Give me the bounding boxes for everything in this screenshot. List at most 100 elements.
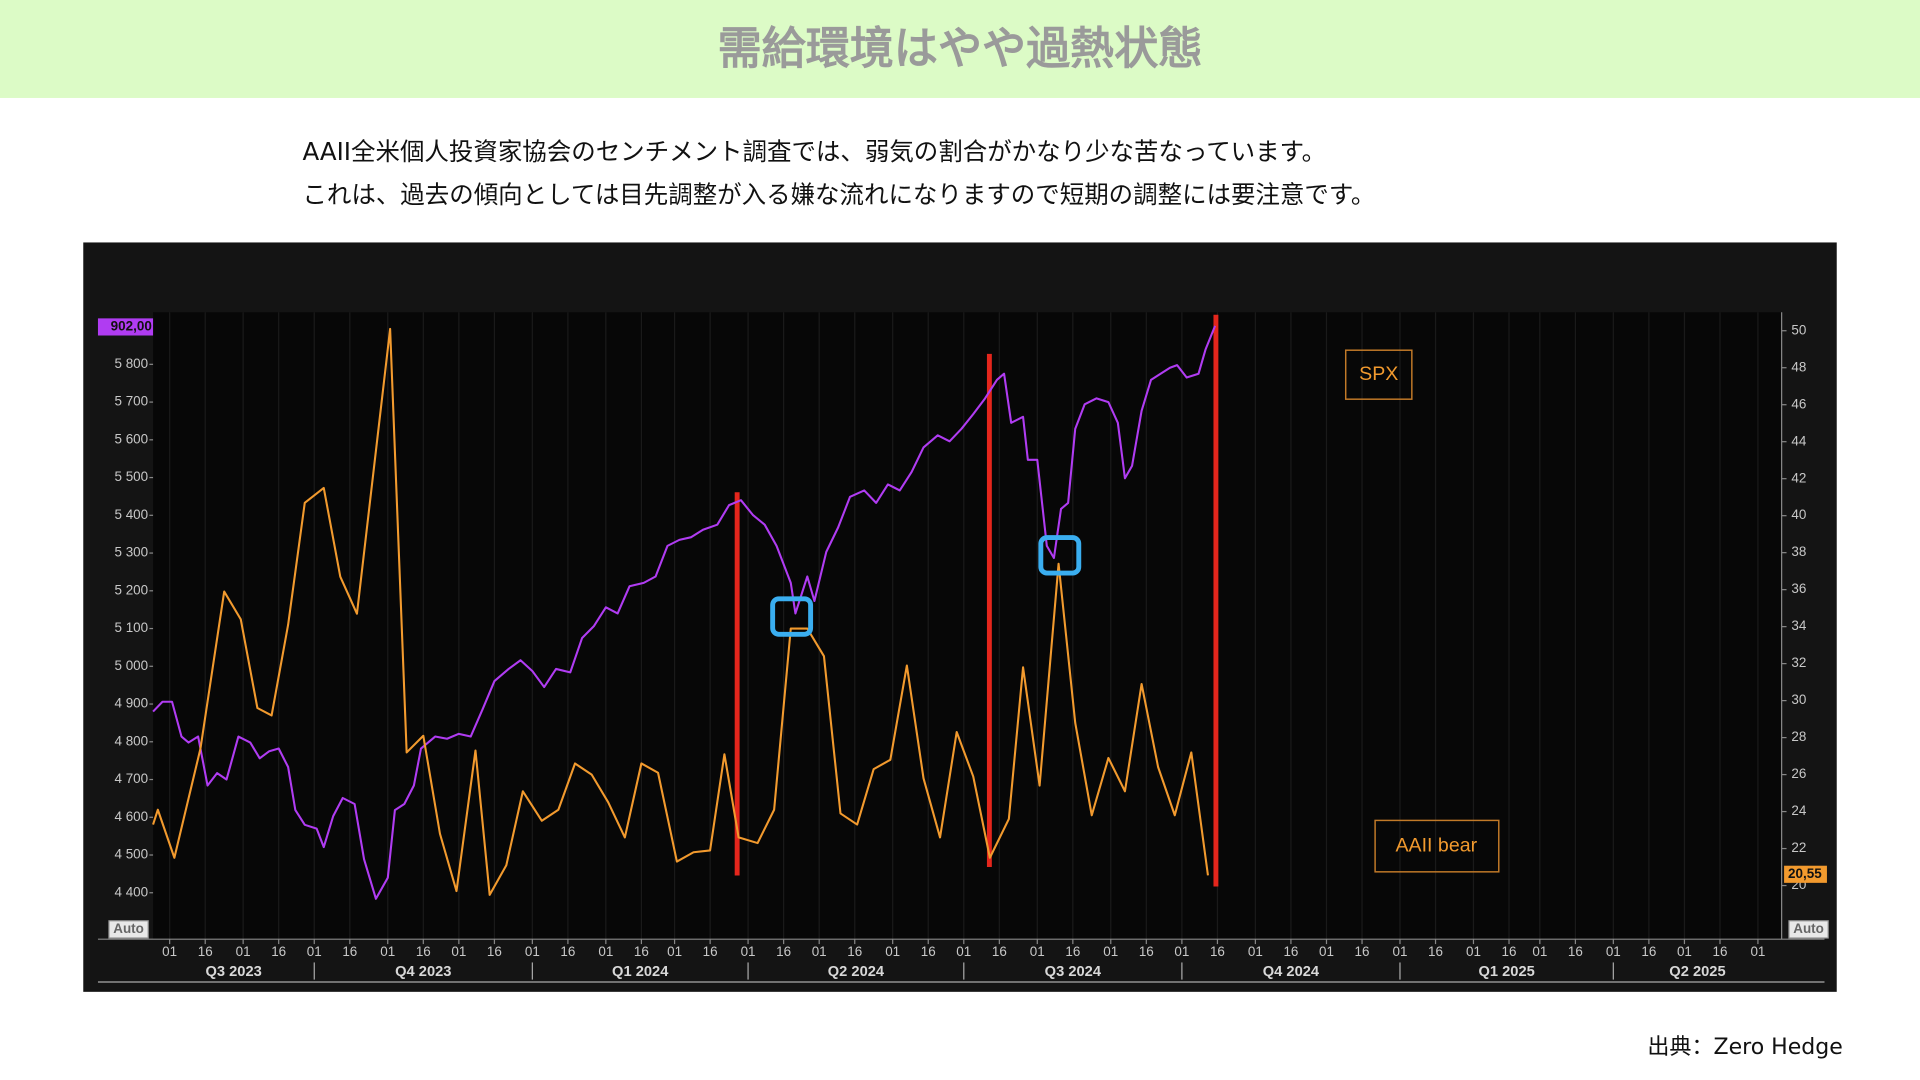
y2-tick-label: 30 xyxy=(1791,692,1806,707)
y-tick-label: 4 900 xyxy=(114,696,148,711)
quarter-label: Q4 2024 xyxy=(1263,964,1320,980)
y-tick-label: 5 600 xyxy=(114,431,148,446)
x-tick-label: 16 xyxy=(342,944,357,959)
x-tick-label: 16 xyxy=(1428,944,1443,959)
end-label: 20,55 xyxy=(1788,866,1822,881)
y-tick-label: 5 300 xyxy=(114,545,148,560)
x-tick-label: 16 xyxy=(271,944,286,959)
y2-tick-label: 38 xyxy=(1791,544,1806,559)
y2-tick-label: 34 xyxy=(1791,618,1806,633)
y-tick-label: 5 200 xyxy=(114,582,148,597)
y2-tick-label: 26 xyxy=(1791,766,1806,781)
y2-tick-label: 24 xyxy=(1791,803,1806,818)
x-tick-label: 01 xyxy=(1532,944,1547,959)
quarter-label: Q2 2024 xyxy=(828,964,885,980)
end-label: 902,00 xyxy=(111,319,152,334)
x-tick-label: 01 xyxy=(956,944,971,959)
y2-tick-label: 50 xyxy=(1791,322,1806,337)
x-tick-label: 01 xyxy=(1174,944,1189,959)
y-tick-label: 5 800 xyxy=(114,356,148,371)
y2-tick-label: 36 xyxy=(1791,581,1806,596)
description-line: AAII全米個人投資家協会のセンチメント調査では、弱気の割合がかなり少な苦なって… xyxy=(302,137,1326,166)
y2-tick-label: 32 xyxy=(1791,655,1806,670)
x-tick-label: 01 xyxy=(741,944,756,959)
axis-badge xyxy=(108,920,149,939)
x-tick-label: 16 xyxy=(1502,944,1517,959)
x-tick-label: 16 xyxy=(921,944,936,959)
x-tick-label: 16 xyxy=(1210,944,1225,959)
quarter-label: Q3 2024 xyxy=(1045,964,1102,980)
x-tick-label: 16 xyxy=(1139,944,1154,959)
quarter-label: Q1 2025 xyxy=(1478,964,1534,980)
y2-tick-label: 42 xyxy=(1791,470,1806,485)
y-tick-label: 4 400 xyxy=(114,884,148,899)
quarter-label: Q3 2023 xyxy=(205,964,261,980)
highlight-box xyxy=(770,596,814,637)
x-tick-label: 01 xyxy=(1103,944,1118,959)
x-tick-label: 01 xyxy=(1248,944,1263,959)
x-tick-label: 01 xyxy=(598,944,613,959)
x-tick-label: 01 xyxy=(885,944,900,959)
quarter-label: Q4 2023 xyxy=(395,964,451,980)
legend-box xyxy=(1374,819,1500,873)
source: 出典：Zero Hedge xyxy=(1647,1035,1842,1060)
axis-badge-label: Auto xyxy=(113,921,144,936)
quarter-label: Q1 2024 xyxy=(612,964,669,980)
x-tick-label: 01 xyxy=(451,944,466,959)
end-label-box xyxy=(1784,865,1827,883)
x-tick-label: 01 xyxy=(1677,944,1692,959)
legend-label: SPX xyxy=(1359,363,1398,385)
y-tick-label: 5 400 xyxy=(114,507,148,522)
x-tick-label: 16 xyxy=(1355,944,1370,959)
slide-title: 需給環境はやや過熱状態 xyxy=(718,23,1203,74)
y2-tick-label: 46 xyxy=(1791,396,1806,411)
legend-label: AAII bear xyxy=(1396,834,1478,856)
x-tick-label: 16 xyxy=(1568,944,1583,959)
x-tick-label: 16 xyxy=(634,944,649,959)
x-tick-label: 01 xyxy=(1319,944,1334,959)
legend-box xyxy=(1344,349,1413,400)
header-band xyxy=(0,0,1920,98)
x-tick-label: 01 xyxy=(667,944,682,959)
y2-tick-label: 22 xyxy=(1791,840,1806,855)
quarter-label: Q2 2025 xyxy=(1669,964,1725,980)
x-tick-label: 01 xyxy=(1606,944,1621,959)
end-label-box xyxy=(97,318,154,336)
y-tick-label: 4 600 xyxy=(114,809,148,824)
x-tick-label: 16 xyxy=(847,944,862,959)
y-tick-label: 4 700 xyxy=(114,771,148,786)
x-tick-label: 01 xyxy=(307,944,322,959)
x-tick-label: 01 xyxy=(1750,944,1765,959)
x-tick-label: 16 xyxy=(1713,944,1728,959)
chart: 01 16 01 16 01 16 01 16 01 16 01 16 01 16 01 16 01 16 01 16… xyxy=(97,312,1829,983)
x-tick-label: 16 xyxy=(198,944,213,959)
y-tick-label: 5 000 xyxy=(114,658,148,673)
y-tick-label: 5 700 xyxy=(114,394,148,409)
x-tick-label: 16 xyxy=(992,944,1007,959)
x-tick-label: 01 xyxy=(812,944,827,959)
axis-badge xyxy=(1788,920,1829,939)
y-tick-label: 4 500 xyxy=(114,847,148,862)
y-tick-label: 5 100 xyxy=(114,620,148,635)
x-tick-label: 01 xyxy=(380,944,395,959)
x-tick-label: 16 xyxy=(1641,944,1656,959)
x-tick-label: 01 xyxy=(525,944,540,959)
x-tick-label: 01 xyxy=(1392,944,1407,959)
x-tick-label: 16 xyxy=(1283,944,1298,959)
x-tick-label: 01 xyxy=(1466,944,1481,959)
y-tick-label: 4 800 xyxy=(114,733,148,748)
x-tick-label: 16 xyxy=(560,944,575,959)
description-line: これは、過去の傾向としては目先調整が入る嫌な流れになりますので短期の調整には要注… xyxy=(302,180,1375,209)
x-tick-label: 16 xyxy=(1065,944,1080,959)
x-tick-label: 16 xyxy=(416,944,431,959)
y2-tick-label: 28 xyxy=(1791,729,1806,744)
x-tick-label: 01 xyxy=(1030,944,1045,959)
x-tick-label: 16 xyxy=(487,944,502,959)
plot-area xyxy=(153,312,1782,940)
x-tick-label: 16 xyxy=(776,944,791,959)
y2-tick-label: 44 xyxy=(1791,433,1806,448)
y-tick-label: 5 500 xyxy=(114,469,148,484)
series-line xyxy=(152,327,1209,896)
